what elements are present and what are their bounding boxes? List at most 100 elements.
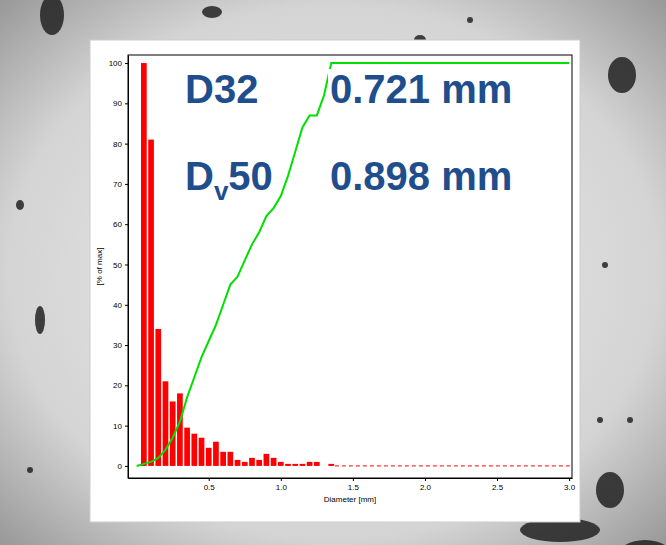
baseline [335,465,572,466]
droplet [27,467,33,473]
y-axis-line [128,56,129,479]
y-tick-mark [125,224,128,225]
histogram-bar [220,452,226,466]
droplet [16,200,24,210]
histogram-bar [292,464,298,466]
histogram-bar [249,458,255,466]
y-tick-label: 70 [113,180,122,189]
y-tick: 30 [113,341,128,350]
x-tick: 1.5 [348,478,360,492]
y-tick-mark [125,103,128,104]
y-tick-label: 90 [113,99,122,108]
histogram-bar [242,462,248,466]
y-tick-mark [125,305,128,306]
droplet [40,0,64,35]
y-tick: 100 [109,59,128,68]
y-tick: 40 [113,301,128,310]
histogram-bar [264,454,270,466]
x-tick-label: 3.0 [564,483,576,492]
x-axis-title: Diameter [mm] [324,495,376,504]
droplet [202,6,222,18]
histogram-bar [206,448,212,466]
histogram-bar [278,462,284,466]
plot-frame [128,55,572,478]
x-tick-mark [425,478,426,481]
x-tick-label: 2.0 [420,483,432,492]
histogram-bar [328,464,334,466]
histogram-bar [227,452,233,466]
x-tick-label: 2.5 [492,483,504,492]
x-tick: 3.0 [564,478,576,492]
x-tick-mark [209,478,210,481]
y-tick-mark [125,426,128,427]
x-tick-label: 0.5 [204,483,216,492]
histogram-bar [199,438,205,466]
annotation-value: 0.898 mm [330,154,512,198]
histogram-bar [321,465,327,466]
droplet [35,306,45,334]
y-tick-mark [125,184,128,185]
y-tick-mark [125,63,128,64]
histogram-bar [184,428,190,466]
x-tick: 0.5 [204,478,216,492]
droplet [602,262,608,268]
histogram-bar [256,460,262,466]
droplet [615,540,666,545]
histogram-bar [300,464,306,466]
annotation-label: Dv50 [185,154,273,206]
histogram-bar [148,140,154,466]
histogram-bar [155,329,161,466]
y-tick: 50 [113,261,128,270]
x-tick-mark [569,478,570,481]
y-tick-mark [125,385,128,386]
droplet [467,17,473,23]
chart: 0.51.01.52.02.53.00102030405060708090100… [0,0,666,545]
plot-area [137,63,572,466]
droplet [597,417,603,423]
histogram-bar [191,434,197,466]
y-tick-label: 20 [113,381,122,390]
label-sub: v [214,176,229,206]
y-tick: 60 [113,220,128,229]
histogram-bar [314,462,320,466]
histogram-bar [213,442,219,466]
droplet [596,472,624,508]
y-axis: 0102030405060708090100 [109,56,129,479]
y-tick-mark [125,144,128,145]
annotation-value: 0.721 mm [330,67,512,111]
y-tick-label: 30 [113,341,122,350]
x-tick: 2.5 [492,478,504,492]
label-main: D [185,154,214,198]
label-rest: 50 [228,154,273,198]
y-tick-label: 10 [113,422,122,431]
x-tick: 2.0 [420,478,432,492]
y-tick-label: 40 [113,301,122,310]
y-tick-mark [125,345,128,346]
y-tick: 90 [113,99,128,108]
x-tick-mark [497,478,498,481]
x-axis-line [129,478,573,479]
y-tick-label: 0 [118,462,123,471]
y-axis-title: [% of max] [95,248,104,286]
x-tick-mark [353,478,354,481]
cumulative-line [137,63,569,466]
y-tick-label: 60 [113,220,122,229]
y-tick: 0 [118,462,128,471]
y-tick-mark [125,466,128,467]
histogram-bar [271,458,277,466]
x-tick: 1.0 [276,478,288,492]
panel [90,40,580,522]
y-tick: 20 [113,381,128,390]
y-tick-label: 100 [109,59,123,68]
x-axis: 0.5 1.0 1.5 2.0 2.5 3.0 [129,478,576,492]
background [0,0,666,545]
histogram-bar [235,460,241,466]
droplet [627,417,633,423]
y-tick: 10 [113,422,128,431]
annotations: D320.721 mmDv500.898 mm [185,67,514,206]
y-tick-mark [125,264,128,265]
histogram-bar [285,464,291,466]
histogram-bar [141,63,147,466]
x-tick-label: 1.5 [348,483,360,492]
x-tick-label: 1.0 [276,483,288,492]
